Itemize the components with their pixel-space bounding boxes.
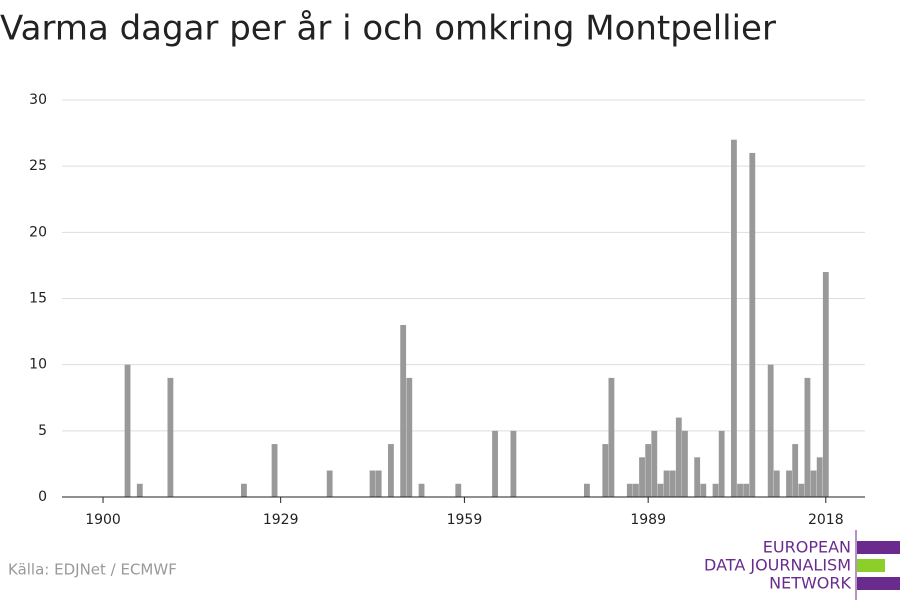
logo-text: EUROPEAN — [763, 538, 851, 557]
bar — [455, 483, 462, 497]
chart-title: Varma dagar per år i och omkring Montpel… — [0, 9, 776, 49]
bar — [608, 377, 615, 497]
logo-text: DATA JOURNALISM — [704, 556, 851, 575]
y-tick-label: 25 — [29, 158, 47, 174]
bar — [388, 444, 394, 497]
logo-bar — [857, 541, 900, 554]
bar — [136, 483, 143, 497]
bar — [712, 483, 719, 497]
y-tick-label: 5 — [38, 423, 47, 439]
x-tick-label: 1900 — [85, 512, 121, 528]
bar — [657, 483, 664, 497]
bar — [737, 483, 743, 497]
bar — [731, 139, 737, 497]
bar — [743, 483, 750, 497]
bar — [602, 444, 609, 497]
logo-bar — [857, 577, 900, 590]
bar — [798, 483, 805, 497]
bar — [822, 272, 829, 497]
bar — [804, 377, 811, 497]
bar — [124, 364, 131, 497]
bar — [669, 470, 676, 497]
bar — [510, 430, 517, 497]
y-tick-label: 20 — [29, 224, 47, 240]
bar — [492, 430, 498, 497]
x-tick-label: 1929 — [263, 512, 299, 528]
y-tick-label: 10 — [29, 357, 47, 373]
bar — [633, 483, 639, 497]
y-tick-label: 15 — [29, 291, 47, 307]
bar — [786, 470, 792, 497]
bar — [645, 444, 652, 497]
bar — [651, 430, 658, 497]
bar — [400, 324, 407, 497]
bar — [326, 470, 333, 497]
bar — [639, 457, 645, 497]
source: Källa: EDJNet / ECMWF — [8, 561, 177, 579]
bar — [749, 152, 756, 497]
y-tick-label: 30 — [29, 92, 47, 108]
bar — [167, 377, 174, 497]
logo: EUROPEAN DATA JOURNALISM NETWORK — [704, 530, 900, 600]
bar — [375, 470, 382, 497]
logo-text: NETWORK — [769, 574, 851, 593]
bar — [682, 430, 688, 497]
x-tick-label: 1989 — [630, 512, 666, 528]
bar — [663, 470, 670, 497]
bar — [700, 483, 707, 497]
bar — [369, 470, 376, 497]
bar — [792, 444, 799, 497]
bar — [767, 364, 774, 497]
bar — [810, 470, 817, 497]
bar — [626, 483, 633, 497]
bar — [694, 457, 701, 497]
logo-bar — [857, 559, 885, 572]
y-tick-label: 0 — [38, 489, 47, 505]
x-tick-label: 2018 — [808, 512, 844, 528]
bar — [241, 483, 247, 497]
bar — [271, 444, 278, 497]
bar — [773, 470, 780, 497]
bar — [718, 430, 725, 497]
bar — [418, 483, 425, 497]
x-tick-label: 1959 — [447, 512, 483, 528]
bar — [675, 417, 682, 497]
bar — [584, 483, 590, 497]
bar — [406, 377, 413, 497]
bar — [816, 457, 823, 497]
